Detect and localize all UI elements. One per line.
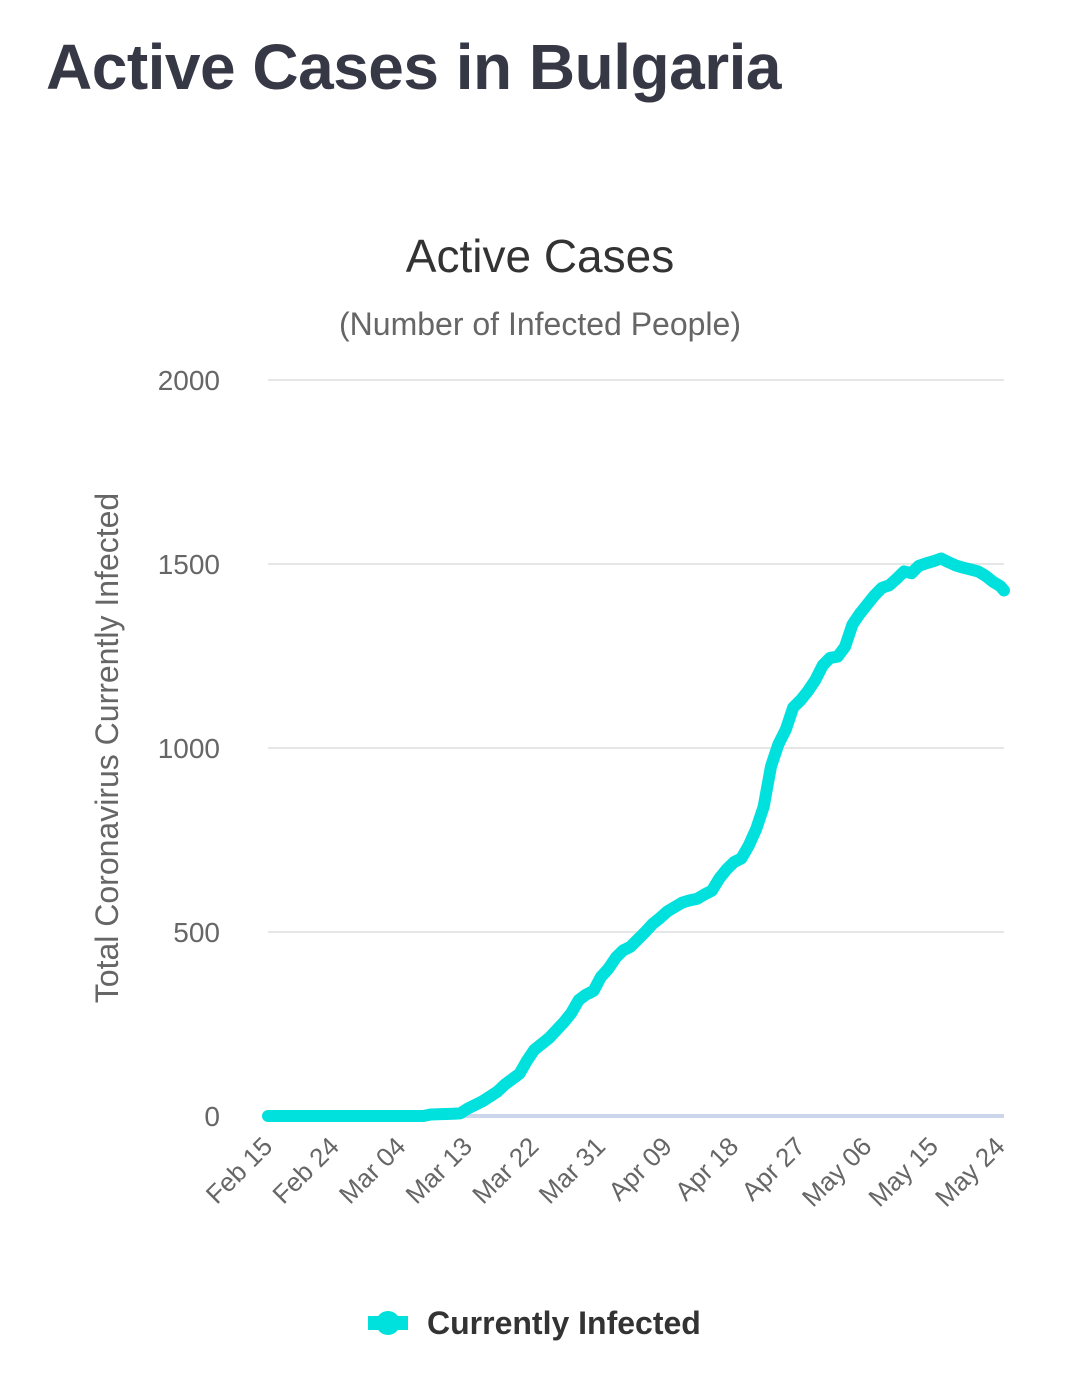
x-tick-label: Apr 18 bbox=[669, 1131, 744, 1206]
chart-title: Active Cases bbox=[406, 230, 674, 282]
y-axis-ticks: 0 500 1000 1500 2000 bbox=[158, 365, 220, 1132]
legend-label-currently-infected[interactable]: Currently Infected bbox=[427, 1305, 701, 1341]
x-tick-label: Feb 15 bbox=[200, 1131, 278, 1209]
x-tick-label: May 24 bbox=[929, 1131, 1011, 1213]
y-tick-label: 0 bbox=[204, 1101, 220, 1132]
chart-subtitle: (Number of Infected People) bbox=[339, 306, 741, 342]
grid-lines bbox=[268, 379, 1004, 1118]
legend-symbol-marker bbox=[376, 1311, 400, 1335]
x-tick-label: Mar 22 bbox=[466, 1131, 544, 1209]
y-tick-label: 1000 bbox=[158, 733, 220, 764]
x-tick-label: Apr 09 bbox=[602, 1131, 677, 1206]
y-tick-label: 500 bbox=[173, 917, 220, 948]
x-tick-label: May 15 bbox=[862, 1131, 944, 1213]
legend[interactable]: Currently Infected bbox=[368, 1305, 701, 1341]
x-tick-label: Mar 13 bbox=[400, 1131, 478, 1209]
x-tick-label: Feb 24 bbox=[266, 1131, 344, 1209]
x-tick-label: Mar 04 bbox=[333, 1131, 411, 1209]
y-axis-title: Total Coronavirus Currently Infected bbox=[89, 493, 125, 1003]
series-line-currently-infected[interactable] bbox=[262, 552, 1010, 1122]
y-tick-label: 1500 bbox=[158, 549, 220, 580]
series-layer bbox=[262, 552, 1010, 1122]
x-tick-label: Mar 31 bbox=[533, 1131, 611, 1209]
y-tick-label: 2000 bbox=[158, 365, 220, 396]
x-tick-label: May 06 bbox=[796, 1131, 878, 1213]
page-title: Active Cases in Bulgaria bbox=[46, 31, 781, 103]
